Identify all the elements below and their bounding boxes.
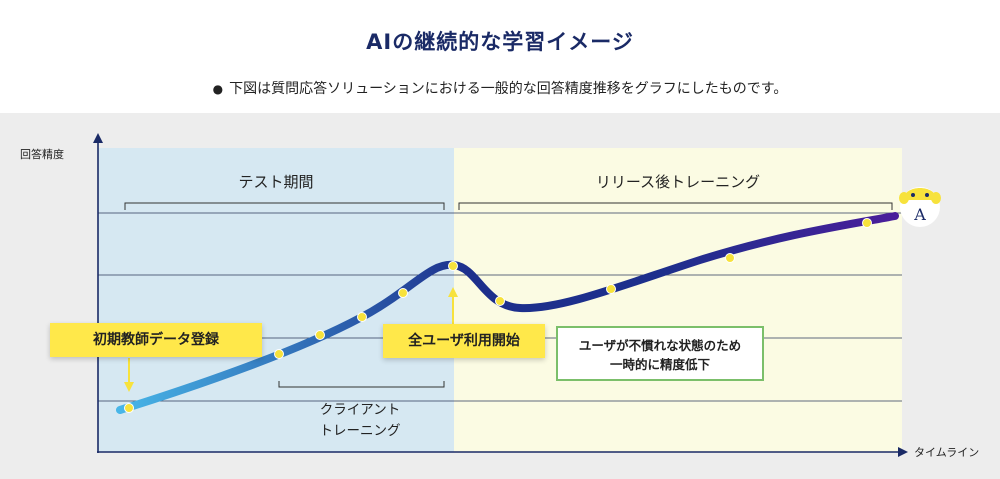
marker bbox=[315, 330, 325, 340]
dip-text-1: ユーザが不慣れな状態のため bbox=[578, 338, 742, 353]
test-period-bracket bbox=[124, 202, 445, 210]
axes bbox=[93, 133, 908, 457]
client-training-label-1: クライアント bbox=[320, 402, 400, 418]
initial-training-data-callout: 初期教師データ登録 bbox=[50, 323, 262, 357]
x-axis-label: タイムライン bbox=[914, 446, 979, 459]
client-training-bracket bbox=[278, 381, 445, 388]
marker bbox=[448, 261, 458, 271]
test-period-region bbox=[98, 148, 454, 452]
mascot-letter: A bbox=[913, 205, 926, 224]
marker bbox=[725, 253, 735, 263]
release-period-label: リリース後トレーニング bbox=[596, 173, 760, 191]
test-period-label: テスト期間 bbox=[238, 173, 313, 191]
page-title: AIの継続的な学習イメージ bbox=[366, 30, 634, 54]
marker bbox=[495, 296, 505, 306]
marker bbox=[274, 349, 284, 359]
release-period-bracket bbox=[458, 202, 893, 210]
accuracy-dip-callout: ユーザが不慣れな状態のため 一時的に精度低下 bbox=[556, 326, 764, 381]
client-training-label-2: トレーニング bbox=[320, 423, 401, 439]
accuracy-curve bbox=[116, 212, 899, 414]
marker bbox=[398, 288, 408, 298]
bullet-icon: ● bbox=[212, 82, 224, 96]
all-users-start-callout: 全ユーザ利用開始 bbox=[383, 324, 545, 358]
marker bbox=[606, 284, 616, 294]
subtitle-text: 下図は質問応答ソリューションにおける一般的な回答精度推移をグラフにしたものです。 bbox=[229, 81, 788, 97]
y-axis-label: 回答精度 bbox=[20, 147, 64, 161]
robot-mascot-icon: A bbox=[899, 187, 941, 227]
curve-markers bbox=[124, 218, 872, 413]
marker bbox=[357, 312, 367, 322]
page-subtitle: ● 下図は質問応答ソリューションにおける一般的な回答精度推移をグラフにしたものです… bbox=[0, 78, 1000, 98]
release-period-region bbox=[454, 148, 902, 452]
marker bbox=[124, 403, 134, 413]
marker bbox=[862, 218, 872, 228]
dip-text-2: 一時的に精度低下 bbox=[609, 357, 710, 372]
